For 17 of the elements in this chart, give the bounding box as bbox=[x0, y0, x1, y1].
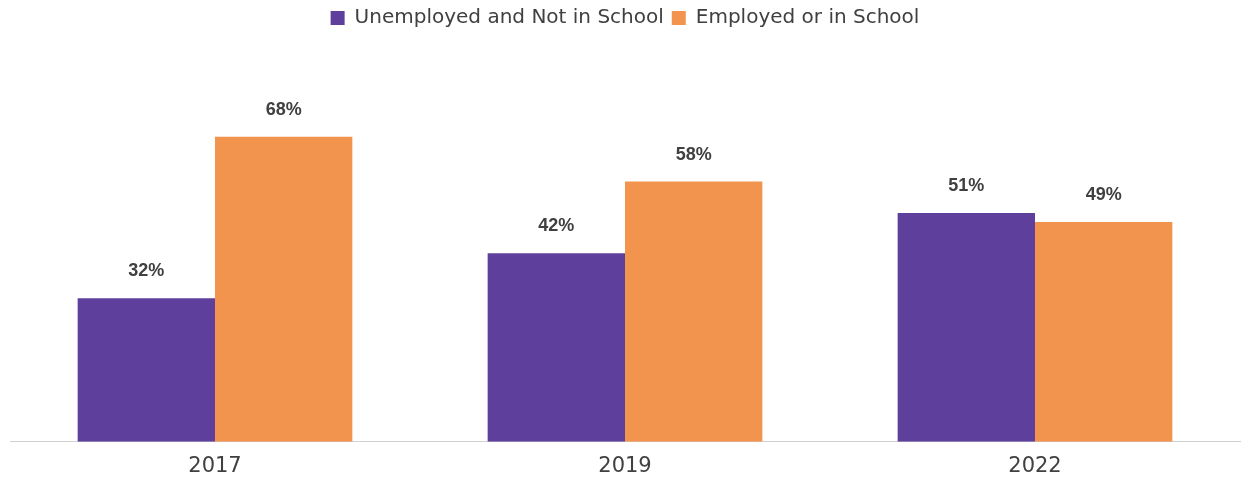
x-tick-label: 2019 bbox=[598, 452, 652, 477]
legend-label: Employed or in School bbox=[695, 4, 920, 29]
data-label: 51% bbox=[948, 174, 985, 195]
bar bbox=[1035, 221, 1173, 442]
data-label: 68% bbox=[265, 98, 302, 119]
bar bbox=[625, 181, 763, 442]
data-label: 32% bbox=[128, 260, 165, 281]
legend-label: Unemployed and Not in School bbox=[354, 4, 664, 29]
data-label: 58% bbox=[675, 143, 712, 164]
bar bbox=[897, 212, 1035, 442]
bar bbox=[215, 136, 353, 442]
bar bbox=[487, 253, 625, 442]
bar bbox=[77, 298, 215, 442]
x-tick-label: 2017 bbox=[188, 452, 242, 477]
data-label: 42% bbox=[538, 215, 575, 236]
x-tick-label: 2022 bbox=[1008, 452, 1062, 477]
data-label: 49% bbox=[1085, 183, 1122, 204]
